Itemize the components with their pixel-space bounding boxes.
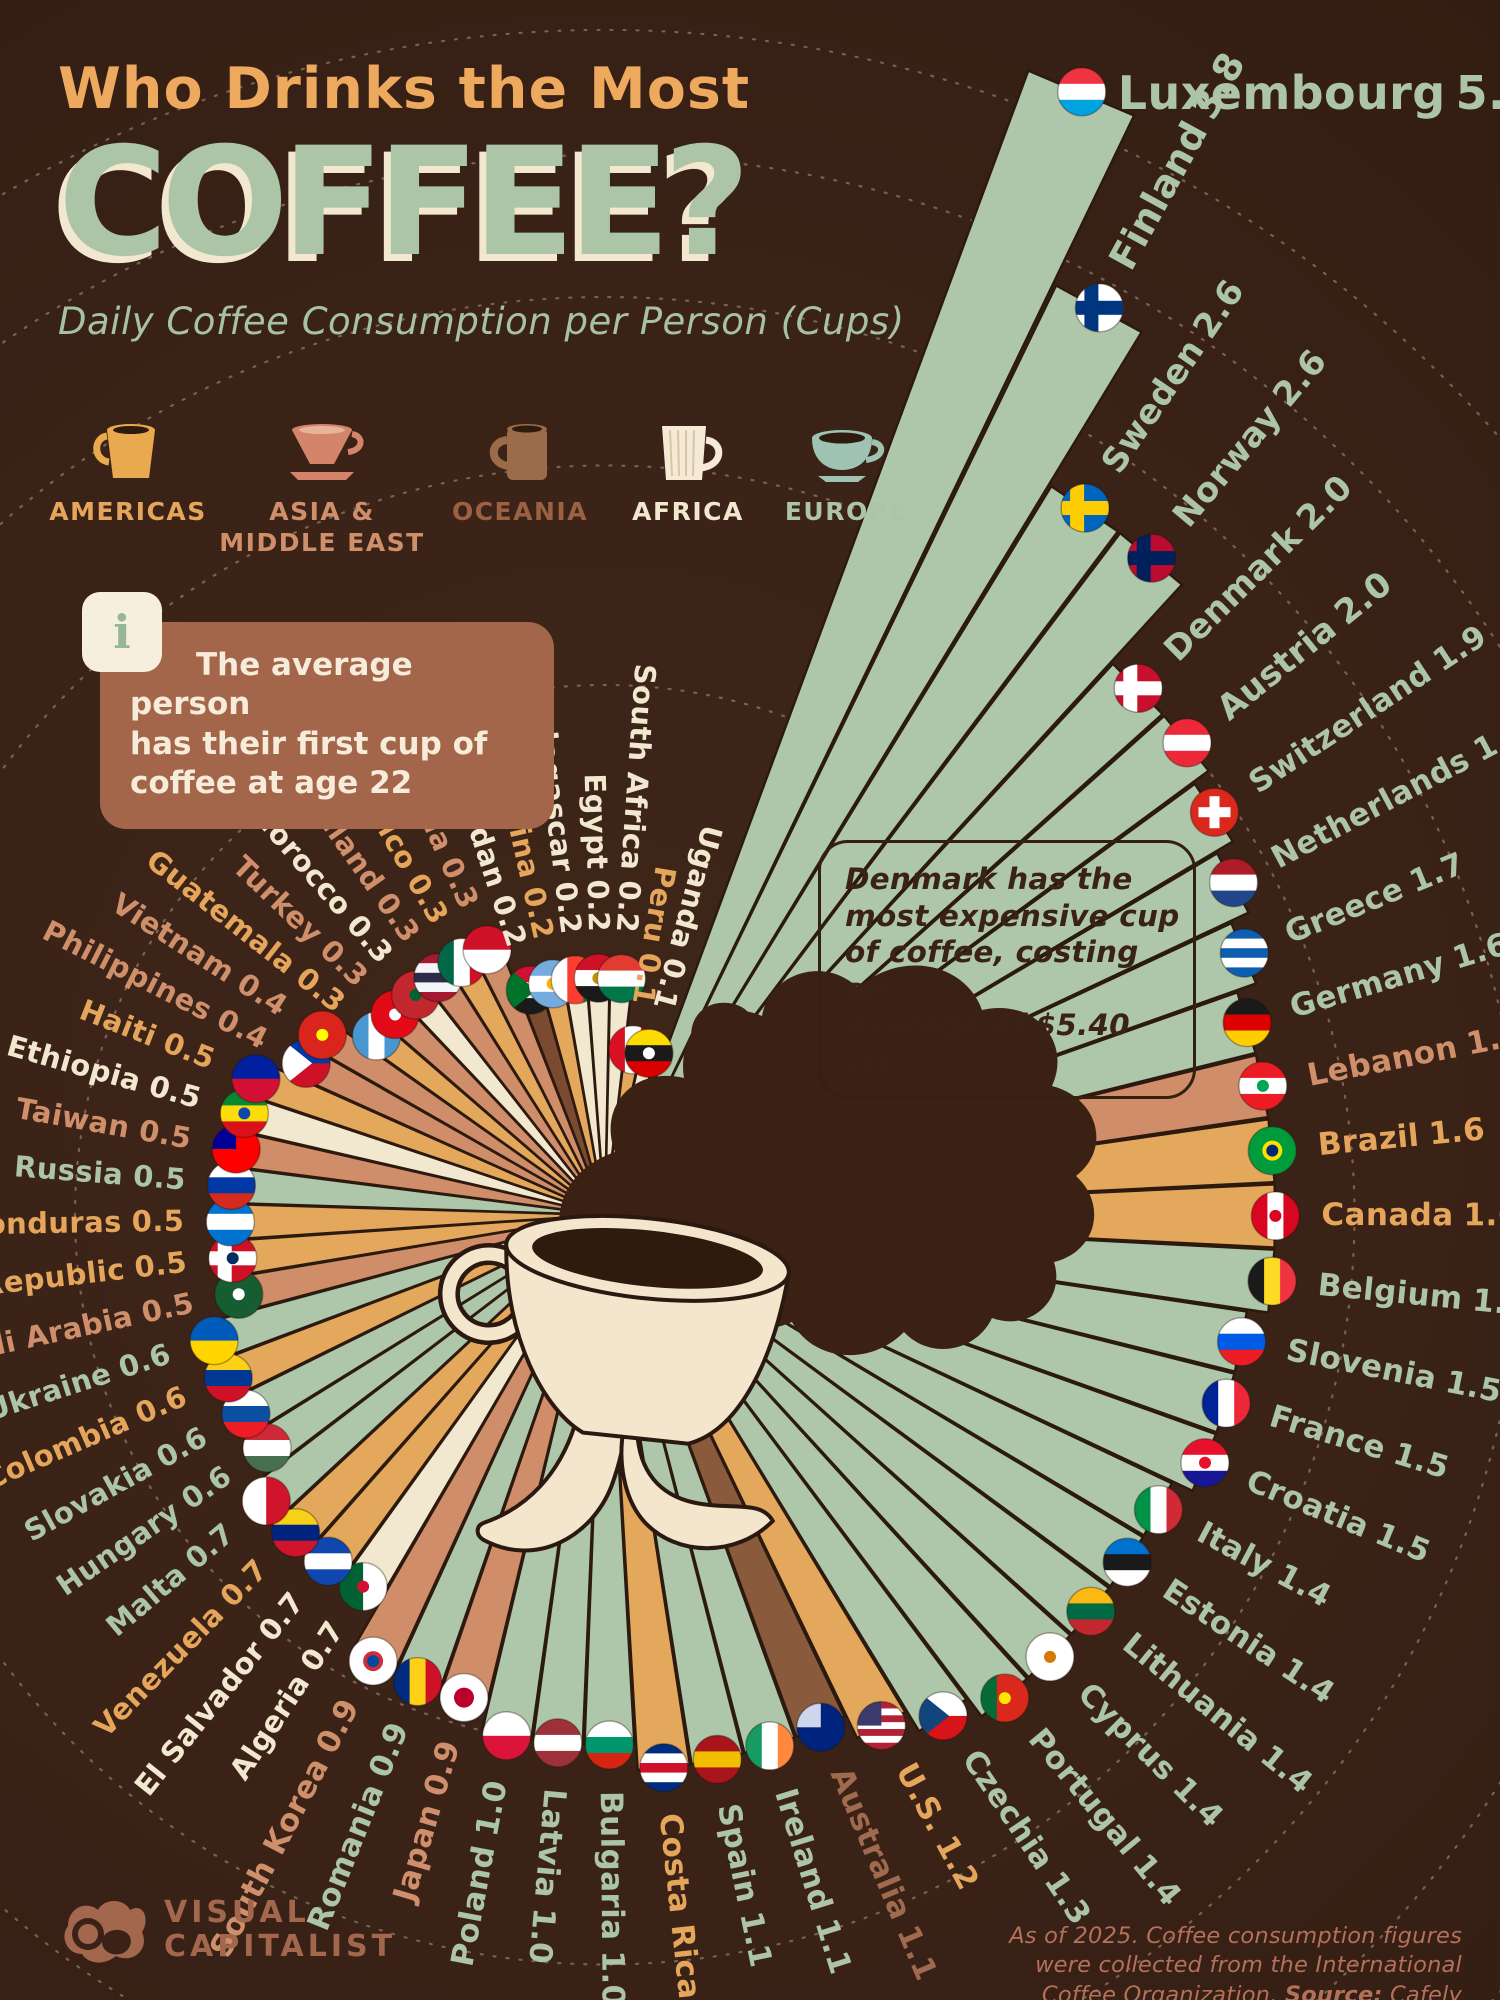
flag-icon: [1238, 1061, 1288, 1111]
europe-teacup-icon: [812, 430, 884, 482]
info-icon: i: [82, 592, 162, 672]
vc-logo-text: VISUAL CAPITALIST: [164, 1895, 397, 1964]
grid-ring: [0, 464, 1356, 1966]
flag-icon: [980, 1673, 1030, 1723]
flag-icon: [1216, 1316, 1267, 1367]
flag-icon: [1247, 1256, 1297, 1306]
source-label: Source:: [1284, 1981, 1383, 2000]
header: Who Drinks the Most COFFEE? Daily Coffee…: [58, 56, 905, 343]
flag-icon: [1102, 1537, 1152, 1587]
country-label: Brazil 1.6: [1316, 1111, 1486, 1163]
flag-icon: [1025, 1632, 1075, 1682]
legend-item-europe: EUROPE: [776, 420, 916, 527]
page-title: COFFEE?: [58, 116, 750, 290]
flag-icon: [1162, 718, 1212, 768]
visual-capitalist-logo: VISUAL CAPITALIST: [58, 1892, 396, 1968]
flag-icon: [1189, 787, 1240, 837]
flag-icon: [856, 1700, 907, 1751]
flag-icon: [439, 1672, 489, 1723]
legend-label: AMERICAS: [49, 497, 207, 526]
denmark-callout: Denmark has the most expensive cup of co…: [818, 840, 1196, 1100]
country-label: Latvia1.0: [522, 1787, 573, 1965]
flag-icon: [1222, 997, 1272, 1048]
flag-icon: [745, 1721, 795, 1771]
running-cup: [437, 1213, 792, 1553]
coffee-droplet: [691, 1002, 758, 1073]
flag-icon: [348, 1636, 398, 1686]
flag-icon: [297, 1010, 348, 1060]
flag-icon: [1060, 483, 1110, 533]
country-label: Belgium 1.6: [1316, 1266, 1500, 1323]
flag-icon: [584, 1720, 635, 1770]
country-label: Poland1.0: [444, 1777, 514, 1969]
usd-suffix: USD: [845, 1054, 893, 1077]
chart-subtitle: Daily Coffee Consumption per Person (Cup…: [58, 300, 905, 343]
flag-icon: [1126, 533, 1177, 583]
country-label: Honduras 0.5: [0, 1204, 185, 1242]
flag-icon: [624, 1028, 674, 1078]
flag-icon: [533, 1718, 583, 1768]
legend-item-asia-middle-east: ASIA & MIDDLE EAST: [218, 420, 426, 559]
coffee-cup-illustration: [437, 965, 1097, 1553]
flag-markers: [189, 67, 1301, 1793]
flag-icon: [242, 1423, 292, 1473]
country-label: Costa Rica1.1: [652, 1811, 715, 2000]
flag-icon: [639, 1743, 689, 1793]
country-label: Canada 1.6: [1321, 1197, 1500, 1233]
source-note: As of 2025. Coffee consumption figures w…: [1009, 1922, 1462, 2000]
fact-text: The average person has their first cup o…: [130, 647, 488, 802]
flag-icon: [1201, 1378, 1251, 1428]
grid-ring: [0, 154, 1500, 2000]
country-label: Russia 0.5: [13, 1149, 187, 1196]
flag-icon: [1074, 283, 1125, 333]
flag-icon: [1113, 663, 1164, 714]
flag-icon: [189, 1315, 239, 1366]
flag-icon: [241, 1476, 291, 1526]
flag-icon: [481, 1711, 532, 1761]
country-label: France1.5: [1266, 1398, 1454, 1486]
country-label: Spain1.1: [710, 1800, 779, 1970]
flag-icon: [1066, 1586, 1116, 1637]
legend-item-oceania: OCEANIA: [440, 420, 600, 527]
americas-cup-icon: [93, 424, 155, 478]
legend-label: ASIA & MIDDLE EAST: [219, 497, 425, 558]
flag-icon: [692, 1734, 743, 1785]
flag-icon: [1057, 67, 1107, 117]
legend-label: OCEANIA: [451, 497, 589, 526]
oceania-mug-icon: [489, 424, 547, 480]
legend-label: EUROPE: [784, 497, 908, 526]
flag-icon: [1247, 1125, 1298, 1176]
flag-icon: [270, 1507, 321, 1558]
flag-icon: [1219, 928, 1270, 978]
flag-icon: [462, 924, 512, 975]
flag-icon: [596, 953, 647, 1004]
africa-mug-icon: [662, 426, 723, 480]
country-label: Lebanon1.6: [1304, 1016, 1500, 1093]
country-label: Slovenia1.5: [1283, 1332, 1500, 1410]
flag-icon: [231, 1053, 281, 1104]
fact-box: i The average person has their first cup…: [82, 592, 554, 830]
legend-item-africa: AFRICA: [614, 420, 762, 527]
flag-icon: [796, 1702, 846, 1753]
asia-pourover-icon: [290, 424, 364, 480]
country-label: Egypt0.2: [578, 773, 616, 933]
flag-icon: [1180, 1438, 1230, 1488]
flag-icon: [918, 1691, 968, 1741]
flag-icon: [1133, 1484, 1184, 1535]
continent-legend: AMERICAS ASIA & MIDDLE EAST OCEANIA: [49, 420, 930, 559]
flag-icon: [1250, 1191, 1301, 1241]
country-label: Bulgaria1.0: [593, 1791, 631, 2000]
legend-label: AFRICA: [632, 497, 744, 526]
flag-icon: [392, 1656, 443, 1707]
title-kicker: Who Drinks the Most: [58, 56, 751, 122]
flag-icon: [1208, 857, 1259, 908]
legend-item-americas: AMERICAS: [49, 420, 207, 527]
vc-logo-mark: [64, 1901, 146, 1963]
coffee-drop-dot: [658, 1086, 678, 1106]
